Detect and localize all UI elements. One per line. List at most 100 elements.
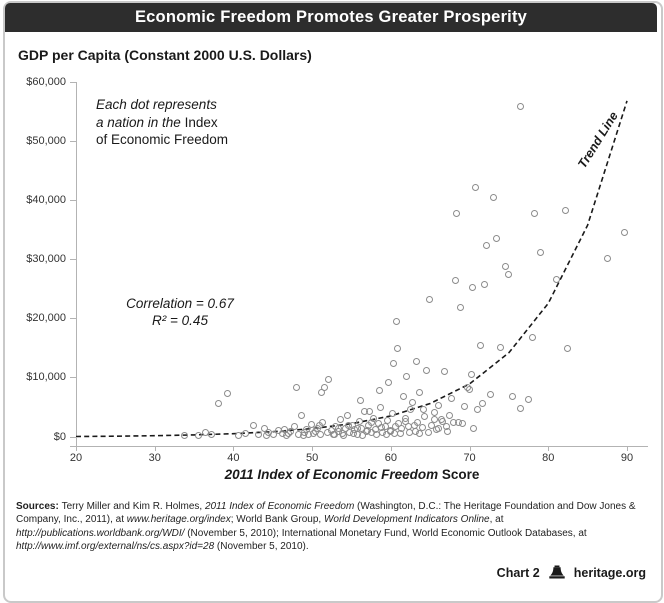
text-run: Each dot represents: [96, 97, 217, 112]
scatter-dot: [321, 384, 329, 392]
scatter-dot: [525, 396, 533, 404]
scatter-dot: [409, 399, 417, 407]
chart-title: Economic Freedom Promotes Greater Prospe…: [134, 8, 528, 26]
scatter-dot: [234, 431, 242, 439]
scatter-dot: [402, 415, 410, 423]
scatter-dot: [414, 418, 422, 426]
scatter-dot: [562, 207, 570, 215]
scatter-dot: [445, 411, 453, 419]
y-axis-tick-label: $30,000: [26, 253, 66, 265]
y-axis-tick-label: $10,000: [26, 371, 66, 384]
text-run: Index: [184, 114, 218, 130]
scatter-dot: [603, 254, 611, 262]
text-run: , at: [489, 514, 504, 526]
scatter-dot: [477, 341, 485, 349]
scatter-dot: [564, 344, 572, 352]
scatter-dot: [458, 420, 466, 428]
scatter-dot: [481, 281, 489, 289]
footer: Chart 2 heritage.org: [497, 565, 646, 580]
scatter-dot: [403, 373, 411, 381]
scatter-dot: [340, 432, 348, 440]
scatter-dot: [249, 422, 257, 430]
scatter-dot: [316, 431, 324, 439]
text-run: (November 5, 2010); International Moneta…: [184, 527, 587, 539]
correlation-note: Correlation = 0.67 R² = 0.45: [105, 295, 255, 329]
x-axis-tick-label: 80: [542, 452, 555, 464]
scatter-dot: [422, 366, 430, 374]
x-axis-tick: [154, 446, 156, 451]
scatter-dot: [359, 431, 367, 439]
x-axis-tick: [233, 446, 235, 451]
scatter-dot: [399, 393, 407, 401]
text-run: ; World Bank Group,: [230, 514, 324, 526]
dot-explainer-line: of Economic Freedom: [96, 131, 228, 149]
scatter-dot: [496, 343, 504, 351]
scatter-dot: [307, 421, 315, 429]
scatter-dot: [318, 419, 326, 427]
scatter-dot: [453, 209, 461, 217]
scatter-dot: [470, 425, 477, 433]
scatter-dot: [325, 375, 333, 383]
scatter-dot: [223, 389, 231, 397]
scatter-dot: [473, 405, 481, 413]
x-axis-tick-label: 40: [227, 452, 240, 464]
y-axis-tick: [70, 81, 77, 83]
y-axis-tick: [70, 259, 77, 260]
scatter-dot: [529, 333, 537, 341]
y-axis-tick: [70, 436, 77, 438]
y-axis-title: GDP per Capita (Constant 2000 U.S. Dolla…: [18, 47, 312, 63]
scatter-dot: [355, 417, 363, 425]
scatter-dot: [430, 409, 438, 417]
x-axis-tick: [469, 446, 471, 451]
heritage-bell-icon: [549, 565, 565, 579]
scatter-dot: [421, 413, 429, 421]
scatter-dot: [392, 318, 400, 326]
y-axis-tick-label: $40,000: [26, 193, 66, 206]
x-axis-title-regular: Score: [438, 467, 480, 482]
scatter-dot: [486, 390, 494, 398]
scatter-dot: [415, 430, 423, 438]
x-axis-line: [70, 446, 648, 447]
correlation-value: Correlation = 0.67: [126, 296, 234, 311]
y-axis-tick: [70, 140, 77, 142]
scatter-dot: [451, 277, 459, 285]
text-run: (November 5, 2010).: [214, 541, 309, 553]
text-run: Terry Miller and Kim R. Holmes,: [61, 501, 205, 512]
scatter-dot: [370, 414, 378, 422]
text-run: Sources:: [16, 501, 62, 512]
text-run: a nation in the: [96, 114, 185, 130]
scatter-dot: [388, 410, 396, 418]
text-run: of Economic Freedom: [96, 132, 229, 147]
scatter-dot: [260, 424, 268, 432]
x-axis-tick: [76, 446, 77, 451]
x-axis-title: 2011 Index of Economic Freedom Score: [76, 467, 628, 482]
text-run: World Development Indicators Online: [323, 514, 490, 526]
scatter-dot: [366, 408, 374, 416]
scatter-dot: [502, 262, 510, 270]
scatter-dot: [469, 283, 477, 291]
scatter-dot: [420, 406, 428, 414]
x-axis-tick-label: 20: [69, 452, 83, 464]
scatter-dot: [425, 429, 433, 437]
scatter-dot: [553, 275, 561, 283]
chart-title-bar: Economic Freedom Promotes Greater Prospe…: [5, 3, 657, 32]
scatter-dot: [492, 234, 500, 242]
x-axis-tick-label: 30: [148, 452, 161, 464]
scatter-dot: [194, 432, 202, 440]
text-run: 2011 Index of Economic Freedom: [204, 501, 355, 512]
scatter-dot: [434, 424, 442, 432]
x-axis-tick-label: 60: [384, 452, 397, 464]
x-axis-tick: [548, 446, 550, 451]
x-axis-tick: [627, 446, 628, 451]
r-squared-value: R² = 0.45: [152, 313, 208, 328]
scatter-dot: [425, 295, 433, 303]
scatter-dot: [509, 393, 517, 401]
x-axis-tick: [312, 446, 314, 451]
scatter-dot: [467, 371, 475, 379]
scatter-dot: [381, 423, 389, 431]
scatter-dot: [407, 405, 415, 413]
dot-explainer-line: a nation in the Index: [96, 114, 228, 132]
y-axis-tick-label: $20,000: [26, 312, 66, 325]
scatter-dot: [461, 402, 469, 410]
